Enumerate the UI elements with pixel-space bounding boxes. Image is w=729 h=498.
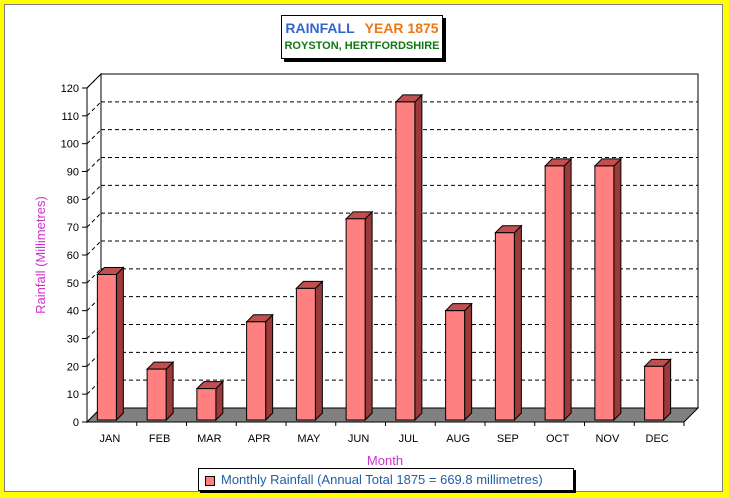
y-tick-label: 80 xyxy=(67,194,79,206)
x-tick-label: JUN xyxy=(348,433,369,445)
gridline-left xyxy=(86,184,102,200)
gridline-left xyxy=(86,73,102,89)
chart-title-main: RAINFALL xyxy=(285,20,355,36)
x-tick-label: OCT xyxy=(546,433,570,445)
bar-side xyxy=(364,210,373,422)
bar-side xyxy=(314,280,323,422)
y-tick-label: 70 xyxy=(67,222,79,234)
gridline-left xyxy=(86,240,102,256)
bar-side xyxy=(613,157,622,422)
y-tick-label: 120 xyxy=(61,83,79,95)
x-tick-label: JUL xyxy=(399,433,419,445)
bar xyxy=(345,218,366,421)
chart-subtitle: ROYSTON, HERTFORDSHIRE xyxy=(284,40,440,52)
bar-side xyxy=(414,93,423,422)
x-tick-label: DEC xyxy=(646,433,669,445)
gridline-left xyxy=(86,101,102,117)
bar-side xyxy=(513,224,522,422)
y-tick-label: 50 xyxy=(67,278,79,290)
x-tick-label: MAR xyxy=(197,433,222,445)
bar-side xyxy=(165,360,174,422)
bar-side xyxy=(663,358,672,422)
y-tick-label: 90 xyxy=(67,167,79,179)
legend-swatch xyxy=(205,475,215,486)
bar xyxy=(544,165,565,421)
y-tick-label: 40 xyxy=(67,306,79,318)
bar xyxy=(295,287,316,421)
gridline-left xyxy=(86,129,102,145)
x-tick-label: SEP xyxy=(497,433,519,445)
gridline-left xyxy=(86,268,102,284)
y-tick-label: 110 xyxy=(61,111,79,123)
bar-side xyxy=(464,302,473,422)
chart-title: RAINFALL YEAR 1875 xyxy=(282,20,442,36)
y-axis-title: Rainfall (Millimetres) xyxy=(33,196,48,314)
bar-side xyxy=(563,157,572,422)
chart-legend: Monthly Rainfall (Annual Total 1875 = 66… xyxy=(198,468,574,491)
x-tick-label: APR xyxy=(248,433,271,445)
bar xyxy=(644,365,665,421)
chart-title-year: YEAR 1875 xyxy=(364,20,439,36)
bar-side xyxy=(115,266,124,422)
x-tick-label: MAY xyxy=(297,433,321,445)
gridline-left xyxy=(86,157,102,172)
y-tick-label: 0 xyxy=(73,417,79,429)
bar xyxy=(445,310,466,421)
x-tick-label: FEB xyxy=(149,433,170,445)
gridline-left xyxy=(86,212,102,228)
chart-title-box: RAINFALL YEAR 1875 ROYSTON, HERTFORDSHIRE xyxy=(281,15,443,59)
y-tick-label: 30 xyxy=(67,334,79,346)
bar xyxy=(246,321,267,421)
y-tick-label: 100 xyxy=(61,139,79,151)
bar xyxy=(196,388,217,421)
bar xyxy=(494,232,515,421)
bar xyxy=(96,273,117,421)
x-tick-label: JAN xyxy=(99,433,120,445)
y-tick-label: 20 xyxy=(67,361,79,373)
x-tick-label: NOV xyxy=(595,433,620,445)
x-tick-label: AUG xyxy=(446,433,470,445)
bar xyxy=(146,368,167,421)
y-tick-label: 10 xyxy=(67,389,79,401)
y-tick-label: 60 xyxy=(67,250,79,262)
bar-side xyxy=(265,313,274,422)
bar xyxy=(594,165,615,421)
bar xyxy=(395,101,416,421)
legend-entry: Monthly Rainfall (Annual Total 1875 = 66… xyxy=(221,472,543,487)
x-axis-title: Month xyxy=(367,453,403,468)
